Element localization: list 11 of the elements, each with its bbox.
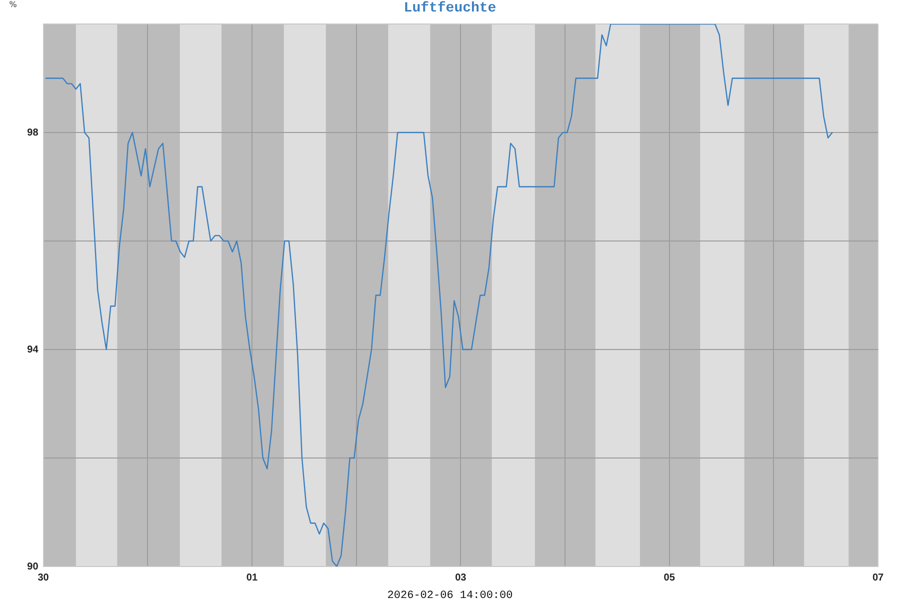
y-tick-label: 98 bbox=[27, 127, 39, 138]
x-tick-label: 30 bbox=[38, 572, 50, 584]
y-axis-title: % bbox=[9, 0, 18, 10]
x-tick-label: 01 bbox=[246, 572, 258, 584]
y-tick-label: 94 bbox=[27, 344, 39, 356]
chart-title: Luftfeuchte bbox=[404, 0, 496, 17]
x-tick-label: 05 bbox=[664, 572, 676, 584]
x-tick-label: 03 bbox=[455, 572, 467, 584]
x-tick-label: 07 bbox=[872, 572, 884, 584]
text: 2026-02-06 14:00:00 bbox=[387, 590, 513, 600]
y-tick-label: 90 bbox=[27, 561, 39, 572]
